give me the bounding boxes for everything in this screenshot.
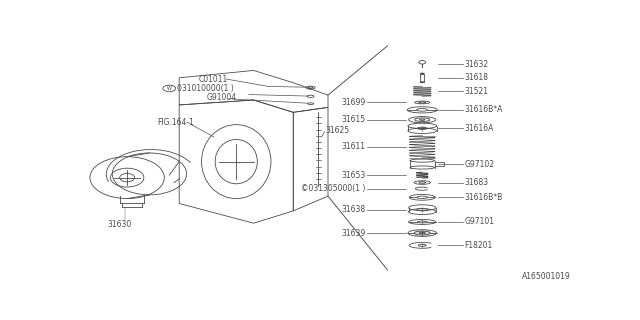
Text: FIG.164-1: FIG.164-1 bbox=[157, 118, 194, 127]
Text: 31616B*A: 31616B*A bbox=[465, 105, 503, 114]
Text: F18201: F18201 bbox=[465, 241, 493, 250]
Text: W: W bbox=[167, 86, 172, 91]
Text: C01011: C01011 bbox=[199, 75, 228, 84]
Text: 31653: 31653 bbox=[341, 171, 365, 180]
Text: 31639: 31639 bbox=[341, 228, 365, 237]
Text: 31521: 31521 bbox=[465, 87, 488, 96]
Text: 31611: 31611 bbox=[341, 142, 365, 151]
Text: 31699: 31699 bbox=[341, 98, 365, 107]
Text: G97101: G97101 bbox=[465, 218, 495, 227]
Text: 31630: 31630 bbox=[108, 220, 132, 229]
Text: 31625: 31625 bbox=[326, 126, 349, 135]
Text: 31616B*B: 31616B*B bbox=[465, 193, 502, 202]
Text: G91004: G91004 bbox=[207, 93, 237, 102]
Text: 31615: 31615 bbox=[341, 115, 365, 124]
Text: 31638: 31638 bbox=[341, 205, 365, 214]
Text: G97102: G97102 bbox=[465, 160, 495, 169]
Bar bbox=[435, 162, 444, 166]
Text: 31683: 31683 bbox=[465, 178, 488, 187]
Bar bbox=[420, 74, 424, 82]
Text: A165001019: A165001019 bbox=[522, 272, 571, 281]
Text: ©031305000(1 ): ©031305000(1 ) bbox=[301, 184, 365, 193]
Text: 31618: 31618 bbox=[465, 73, 488, 82]
Text: 31616A: 31616A bbox=[465, 124, 494, 133]
Text: 031010000(1 ): 031010000(1 ) bbox=[177, 84, 234, 93]
Text: 31632: 31632 bbox=[465, 60, 488, 69]
